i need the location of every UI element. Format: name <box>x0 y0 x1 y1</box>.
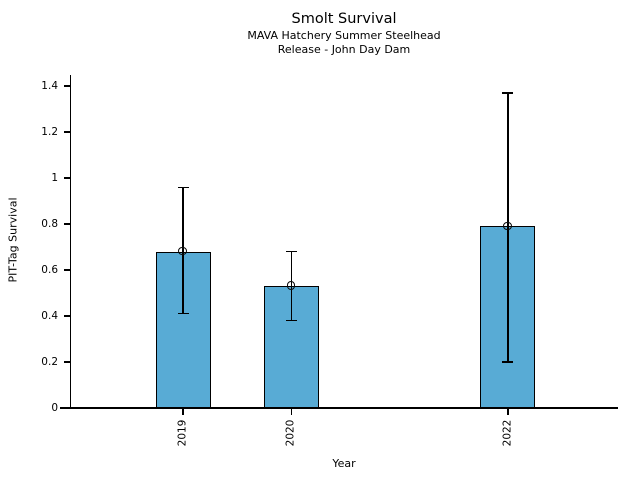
y-tick-mark <box>63 269 71 271</box>
y-tick-mark <box>63 223 71 225</box>
y-axis-line <box>70 75 72 408</box>
y-tick-label: 1.2 <box>41 126 58 138</box>
x-tick-mark <box>182 408 184 415</box>
y-tick-mark <box>63 177 71 179</box>
y-tick-label: 0.4 <box>41 310 58 322</box>
y-tick-mark <box>63 131 71 133</box>
data-point-marker <box>503 221 512 231</box>
x-tick-label: 2020 <box>284 419 297 447</box>
error-cap-bottom <box>285 319 297 322</box>
y-tick-label: 0 <box>51 402 58 414</box>
y-tick-label: 1 <box>51 172 58 184</box>
error-cap-top <box>502 92 514 94</box>
x-tick-label: 2022 <box>501 419 514 447</box>
y-tick-mark <box>63 361 71 363</box>
y-tick-mark <box>63 85 71 87</box>
x-tick-mark <box>507 408 509 415</box>
error-cap-top <box>177 186 189 188</box>
error-cap-bottom <box>177 313 189 315</box>
error-cap-top <box>285 250 297 253</box>
y-tick-mark <box>63 315 71 317</box>
chart-subtitle-line1: MAVA Hatchery Summer Steelhead <box>247 29 441 42</box>
data-point-marker <box>286 281 296 290</box>
x-tick-mark <box>290 408 292 415</box>
x-axis-line <box>60 407 618 409</box>
y-tick-label: 1.4 <box>41 80 58 92</box>
chart-subtitle-line2: Release - John Day Dam <box>277 43 411 56</box>
error-cap-bottom <box>502 361 514 363</box>
chart-title: Smolt Survival <box>291 11 397 27</box>
y-tick-label: 0.8 <box>41 218 58 230</box>
x-tick-label: 2019 <box>176 419 189 447</box>
data-point-marker <box>178 246 187 256</box>
x-axis-label: Year <box>332 457 356 470</box>
y-tick-label: 0.6 <box>41 264 58 276</box>
y-tick-label: 0.2 <box>41 356 58 368</box>
bar-2020 <box>263 286 319 408</box>
y-tick-mark <box>63 407 71 409</box>
